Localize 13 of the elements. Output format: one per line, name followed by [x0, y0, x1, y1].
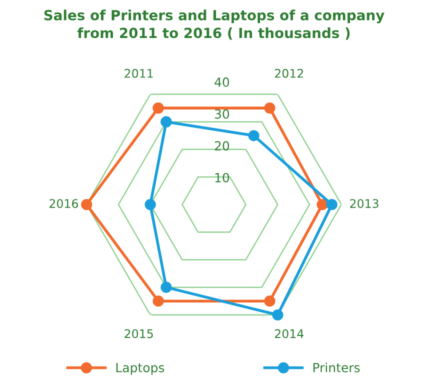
spoke-label: 2014: [274, 329, 304, 338]
spoke-label: 2013: [350, 199, 378, 208]
spoke-label: 2015: [124, 329, 153, 338]
y-tick-label: 40: [214, 77, 230, 87]
chart-title: Sales of Printers and Laptops of a company from 2011 to 2016 ( In thousands ): [44, 10, 384, 40]
legend-label: Laptops: [116, 363, 164, 375]
spoke-label: 2012: [274, 68, 303, 78]
spoke-label: 2011: [124, 68, 153, 78]
y-tick-label: 20: [214, 141, 230, 151]
legend-label: Printers: [313, 362, 360, 372]
spoke-label: 2016: [50, 199, 78, 208]
y-tick-label: 10: [215, 172, 230, 182]
y-tick-label: 30: [214, 109, 230, 119]
